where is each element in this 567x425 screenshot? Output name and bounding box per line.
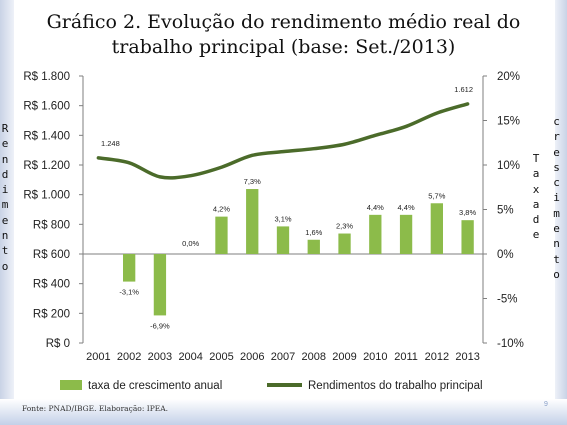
bottom-border-decoration bbox=[0, 399, 567, 425]
x-axis-tick-label: 2004 bbox=[178, 351, 202, 363]
income-line bbox=[96, 102, 470, 180]
right-axis-title-2: crescimento bbox=[553, 115, 560, 281]
right-axis-tick-label: 5% bbox=[497, 205, 514, 217]
left-axis-tick-label: R$ 1.600 bbox=[23, 101, 70, 113]
x-axis-tick-label: 2005 bbox=[209, 351, 233, 363]
x-axis-tick-label: 2011 bbox=[394, 351, 418, 363]
bar-data-label: 5,7% bbox=[428, 191, 445, 200]
line-data-label: 1.612 bbox=[454, 85, 473, 94]
left-axis-tick-label: R$ 800 bbox=[33, 219, 70, 231]
bar-data-label: 4,4% bbox=[398, 203, 415, 212]
x-axis-tick-label: 2013 bbox=[455, 351, 479, 363]
x-axis-tick-label: 2003 bbox=[148, 351, 172, 363]
right-axis-title-1: Taxa de bbox=[532, 152, 540, 242]
bar-data-label: -3,1% bbox=[119, 288, 139, 297]
bar-data-label: 7,3% bbox=[244, 177, 261, 186]
legend-label-line: Rendimentos do trabalho principal bbox=[308, 380, 483, 392]
x-axis-tick-label: 2012 bbox=[425, 351, 449, 363]
chart-title-line-1: Gráfico 2. Evolução do rendimento médio … bbox=[46, 11, 521, 33]
bar bbox=[399, 214, 413, 254]
page-number: 9 bbox=[544, 401, 548, 408]
source-note: Fonte: PNAD/IBGE. Elaboração: IPEA. bbox=[22, 404, 169, 413]
chart-title: Gráfico 2. Evolução do rendimento médio … bbox=[0, 10, 567, 60]
left-axis-tick-label: R$ 0 bbox=[46, 338, 70, 350]
bar-data-label: 3,8% bbox=[459, 208, 476, 217]
right-axis-tick-label: 10% bbox=[497, 160, 520, 172]
bar-data-label: 2,3% bbox=[336, 222, 353, 231]
right-axis-tick-label: -10% bbox=[497, 338, 524, 350]
bar bbox=[461, 220, 474, 254]
bar-data-label: 1,6% bbox=[305, 228, 322, 237]
bar bbox=[338, 233, 351, 254]
x-axis-tick-label: 2006 bbox=[240, 351, 264, 363]
bar-data-label: -6,9% bbox=[150, 321, 170, 330]
bar bbox=[430, 203, 443, 254]
left-axis-tick-label: R$ 1.400 bbox=[23, 130, 70, 142]
left-axis-tick-label: R$ 600 bbox=[33, 249, 70, 261]
bar bbox=[307, 239, 320, 254]
left-axis-tick-label: R$ 1.000 bbox=[23, 190, 70, 202]
bar-data-label: 4,4% bbox=[367, 203, 384, 212]
right-axis-tick-label: 0% bbox=[497, 249, 514, 261]
bar-data-label: 3,1% bbox=[274, 214, 291, 223]
right-axis-tick-label: -5% bbox=[497, 294, 517, 306]
bar bbox=[276, 226, 290, 254]
right-border-decoration bbox=[555, 0, 567, 425]
right-axis-tick-label: 15% bbox=[497, 116, 520, 128]
x-axis-tick-label: 2001 bbox=[86, 351, 110, 363]
left-axis-tick-label: R$ 1.800 bbox=[23, 71, 70, 83]
legend-swatch-bars bbox=[60, 380, 82, 390]
x-axis-tick-label: 2002 bbox=[117, 351, 141, 363]
left-axis-tick-label: R$ 400 bbox=[33, 279, 70, 291]
bar bbox=[123, 254, 136, 282]
x-axis-tick-label: 2008 bbox=[302, 351, 326, 363]
bar-data-label: 0,0% bbox=[182, 239, 199, 248]
right-axis-tick-label: 20% bbox=[497, 71, 520, 83]
left-axis-tick-label: R$ 200 bbox=[33, 308, 70, 320]
left-axis-tick-label: R$ 1.200 bbox=[23, 160, 70, 172]
bar bbox=[369, 214, 382, 254]
bar bbox=[153, 254, 167, 316]
left-border-decoration bbox=[0, 0, 14, 425]
x-axis-tick-label: 2010 bbox=[363, 351, 387, 363]
left-axis-title: Rendimento bbox=[1, 122, 9, 273]
x-axis-tick-label: 2009 bbox=[332, 351, 356, 363]
x-axis-tick-label: 2007 bbox=[271, 351, 295, 363]
bar bbox=[215, 216, 228, 254]
legend-label-bars: taxa de crescimento anual bbox=[88, 380, 222, 392]
chart-title-line-2: trabalho principal (base: Set./2013) bbox=[111, 36, 456, 58]
bar bbox=[246, 189, 259, 254]
line-data-label: 1.248 bbox=[101, 139, 120, 148]
bar-data-label: 4,2% bbox=[213, 205, 230, 214]
